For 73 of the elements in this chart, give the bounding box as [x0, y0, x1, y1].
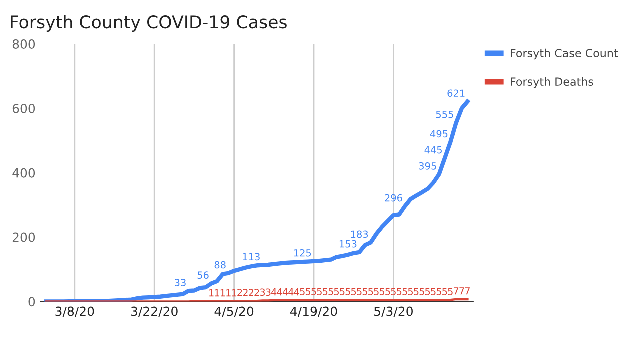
- data-label: 125: [294, 249, 312, 257]
- x-tick-label: 5/3/20: [374, 306, 413, 318]
- line-series: [44, 100, 470, 302]
- data-label: 5: [431, 288, 436, 296]
- data-label: 5: [362, 288, 368, 296]
- data-label: 5: [352, 288, 356, 296]
- data-label: 88: [214, 261, 226, 269]
- data-label: 1: [226, 290, 231, 297]
- data-label: 5: [306, 288, 311, 296]
- data-label: 56: [198, 272, 209, 280]
- data-label: 5: [340, 288, 345, 296]
- data-label: 1: [215, 290, 220, 297]
- data-label: 5: [436, 288, 442, 296]
- data-label: 5: [380, 288, 385, 296]
- data-label: 495: [430, 130, 448, 138]
- chart-title: Forsyth County COVID-19 Cases: [11, 15, 287, 32]
- data-label: 1: [210, 290, 214, 297]
- x-tick-label: 4/5/20: [214, 306, 254, 318]
- data-label: 2: [238, 289, 242, 296]
- data-label: 5: [420, 288, 424, 296]
- data-label: 395: [419, 162, 436, 170]
- data-label: 5: [368, 288, 374, 296]
- data-label: 5: [402, 288, 408, 296]
- data-label: 5: [328, 288, 334, 296]
- data-label: 5: [357, 288, 362, 296]
- data-label: 5: [323, 288, 328, 296]
- data-label: 5: [317, 288, 322, 296]
- data-label: 7: [460, 288, 464, 295]
- data-label: 296: [385, 194, 402, 202]
- data-label: 5: [397, 288, 402, 296]
- data-label: 113: [243, 253, 260, 261]
- data-label: 2: [254, 289, 260, 296]
- x-tick-label: 3/22/20: [131, 306, 178, 318]
- data-label: 4: [277, 288, 282, 296]
- data-label: 3: [266, 288, 271, 296]
- data-label: 183: [351, 230, 368, 238]
- data-label: 621: [448, 90, 465, 98]
- data-label: 1: [220, 290, 226, 297]
- y-tick-label: 400: [12, 168, 36, 178]
- data-label: 5: [300, 288, 305, 296]
- x-tick-label: 4/19/20: [290, 306, 338, 318]
- data-label: 2: [248, 289, 254, 296]
- data-label: 445: [424, 146, 442, 154]
- data-label: 7: [454, 288, 459, 295]
- data-label: 5: [334, 288, 340, 296]
- data-label: 4: [272, 288, 277, 296]
- data-label: 4: [294, 288, 300, 296]
- data-label: 3: [260, 288, 266, 296]
- data-label: 5: [386, 288, 390, 296]
- data-label: 33: [175, 279, 186, 286]
- data-label: 5: [414, 288, 419, 296]
- y-tick-label: 800: [12, 40, 36, 49]
- legend-label: Forsyth Deaths: [511, 77, 594, 88]
- y-tick-label: 200: [12, 232, 36, 242]
- data-label: 5: [391, 288, 396, 296]
- legend-label: Forsyth Case Count: [511, 48, 618, 60]
- data-label: 555: [436, 111, 454, 118]
- data-label: 2: [243, 289, 248, 296]
- data-label: 153: [340, 240, 357, 248]
- x-tick-label: 3/8/20: [56, 306, 94, 318]
- y-tick-label: 0: [28, 297, 36, 307]
- data-label: 1: [232, 290, 236, 297]
- data-label: 4: [288, 288, 294, 296]
- data-label: 5: [448, 288, 453, 296]
- data-label: 5: [346, 288, 350, 296]
- data-label: 7: [465, 288, 470, 295]
- data-label: 5: [442, 288, 448, 296]
- data-label: 5: [426, 288, 430, 296]
- data-label: 5: [374, 288, 379, 296]
- data-label: 4: [282, 288, 288, 296]
- data-label: 5: [408, 288, 414, 296]
- data-label: 5: [312, 288, 316, 296]
- y-tick-label: 600: [12, 104, 36, 114]
